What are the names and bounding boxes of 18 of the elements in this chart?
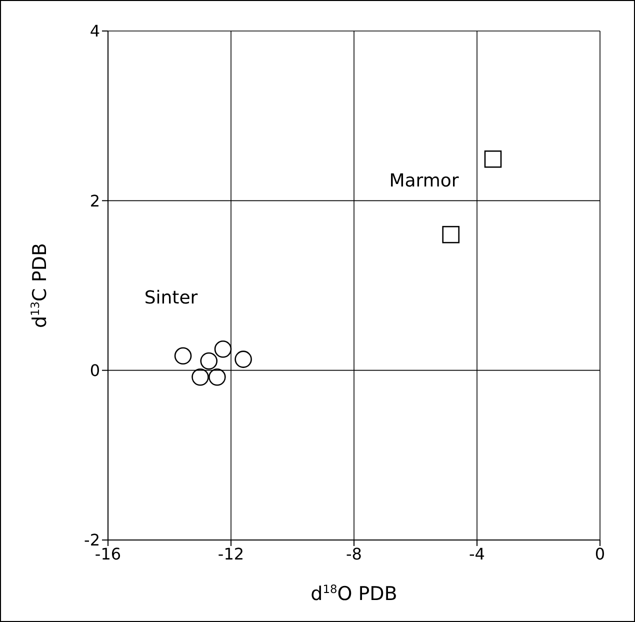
- point: [192, 368, 209, 386]
- y-tick-label: 2: [90, 191, 100, 210]
- point: [234, 350, 252, 368]
- x-tick-label: 0: [594, 544, 606, 564]
- x-tick-label: -4: [469, 544, 485, 564]
- point: [174, 347, 192, 365]
- point: [208, 368, 226, 386]
- annotation: Marmor: [389, 170, 459, 192]
- point: [484, 150, 502, 168]
- point: [214, 340, 232, 358]
- point: [442, 226, 460, 244]
- y-tick-label: 0: [90, 361, 100, 380]
- annotation: Sinter: [144, 288, 198, 308]
- x-tick-label: -8: [346, 544, 362, 564]
- y-tick-label: 4: [90, 22, 100, 41]
- point: [200, 352, 218, 370]
- x-tick-label: -12: [218, 544, 244, 564]
- x-axis-title: d$^{18}$O PDB: [310, 582, 398, 605]
